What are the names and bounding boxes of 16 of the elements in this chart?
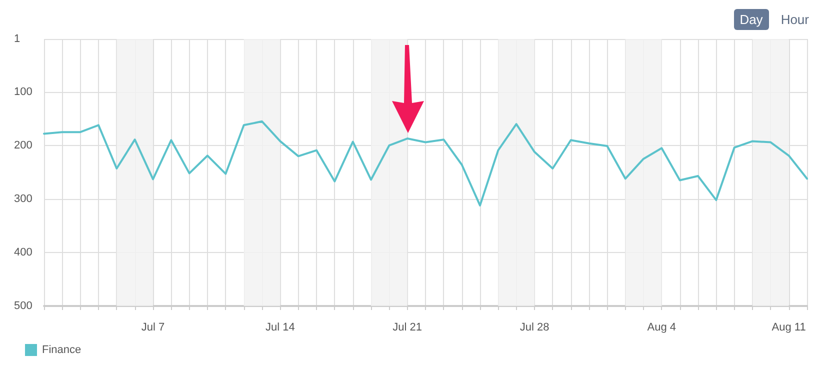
y-tick-label: 1 <box>14 33 20 45</box>
x-tick-label: Jul 14 <box>265 322 295 334</box>
x-tick-label: Jul 21 <box>392 322 422 334</box>
y-tick-label: 100 <box>14 86 32 98</box>
y-tick-label: 500 <box>14 300 32 312</box>
x-tick-label: Aug 11 <box>772 322 806 334</box>
text: Hour <box>780 11 810 29</box>
y-tick-label: 200 <box>14 139 32 152</box>
text: Day <box>734 9 769 30</box>
x-tick-label: Aug 4 <box>647 322 676 334</box>
legend-label: Finance <box>42 344 82 356</box>
x-tick-label: Jul 28 <box>520 322 550 334</box>
line-series <box>43 120 808 206</box>
x-tick-label: Jul 7 <box>141 322 165 334</box>
y-tick-label: 300 <box>14 192 32 205</box>
y-tick-label: 400 <box>14 246 32 258</box>
